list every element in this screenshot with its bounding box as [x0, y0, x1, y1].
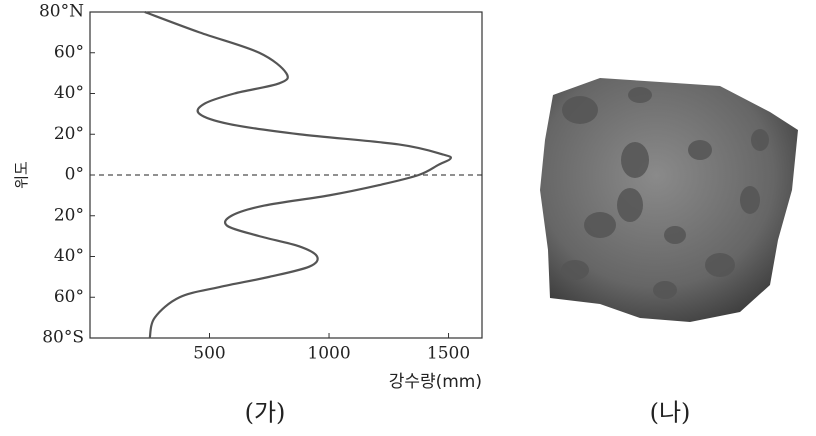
- y-axis-label: 위도: [13, 161, 31, 189]
- y-tick-label: 60°: [54, 287, 84, 307]
- y-tick-label: 80°S: [42, 328, 84, 348]
- y-tick-label: 40°: [54, 246, 84, 266]
- caption: (나): [650, 399, 691, 427]
- y-tick-label: 60°: [54, 42, 84, 62]
- y-tick-label: 20°: [54, 124, 84, 144]
- precipitation-line: [144, 10, 453, 339]
- rock-photo: [540, 78, 798, 322]
- x-tick-label: 1000: [307, 344, 350, 364]
- y-tick-label: 0°: [65, 165, 84, 185]
- x-axis-label: 강수량(mm): [389, 372, 482, 392]
- y-tick-label: 40°: [54, 83, 84, 103]
- caption: (가): [245, 399, 286, 427]
- y-tick-label: 80°N: [39, 2, 84, 22]
- y-tick-label: 20°: [54, 205, 84, 225]
- x-tick-label: 500: [193, 344, 225, 364]
- x-tick-label: 1500: [427, 344, 470, 364]
